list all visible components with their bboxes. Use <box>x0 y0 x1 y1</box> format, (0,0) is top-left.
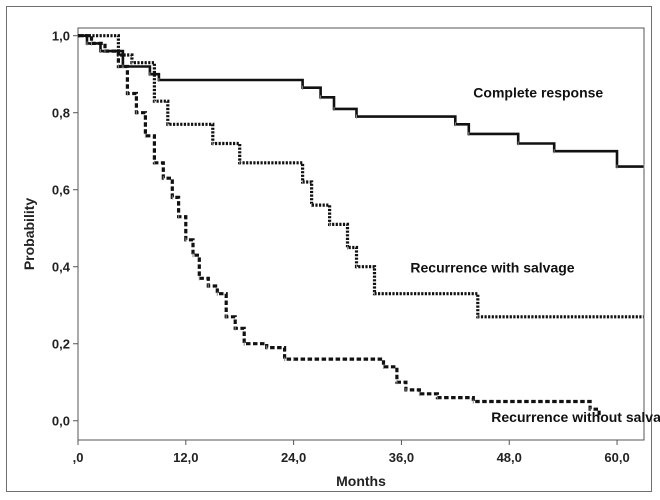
x-tick-label: 48,0 <box>497 450 522 465</box>
plot-area <box>77 27 645 441</box>
y-tick-label: 0,0 <box>52 414 70 429</box>
axes: ,0 12,0 24,0 36,0 48,0 60,0 0,0 0,2 0,4 0,6 0,8 1,0 <box>52 29 630 465</box>
chart-frame <box>6 6 652 492</box>
x-tick-label: 36,0 <box>389 450 414 465</box>
y-tick-label: 1,0 <box>52 29 70 44</box>
labels-layer: Complete response Recurrence with salvage… <box>410 84 660 425</box>
y-tick-label: 0,4 <box>52 260 71 275</box>
series-layer <box>78 34 645 419</box>
y-tick-label: 0,2 <box>52 337 70 352</box>
x-axis-title: Months <box>336 473 386 489</box>
y-tick-label: 0,8 <box>52 106 70 121</box>
series-line-3 <box>78 34 601 417</box>
x-tick-label: 12,0 <box>173 450 198 465</box>
series-label: Recurrence without salvage <box>491 409 660 425</box>
y-axis-title: Probability <box>21 198 37 271</box>
series-line-1 <box>78 34 644 168</box>
series-line-2 <box>78 34 644 319</box>
x-tick-label: 60,0 <box>604 450 629 465</box>
series-label: Recurrence with salvage <box>410 260 574 276</box>
x-tick-label: ,0 <box>73 450 84 465</box>
x-tick-label: 24,0 <box>281 450 306 465</box>
series-label: Complete response <box>473 84 603 100</box>
y-tick-label: 0,6 <box>52 183 70 198</box>
